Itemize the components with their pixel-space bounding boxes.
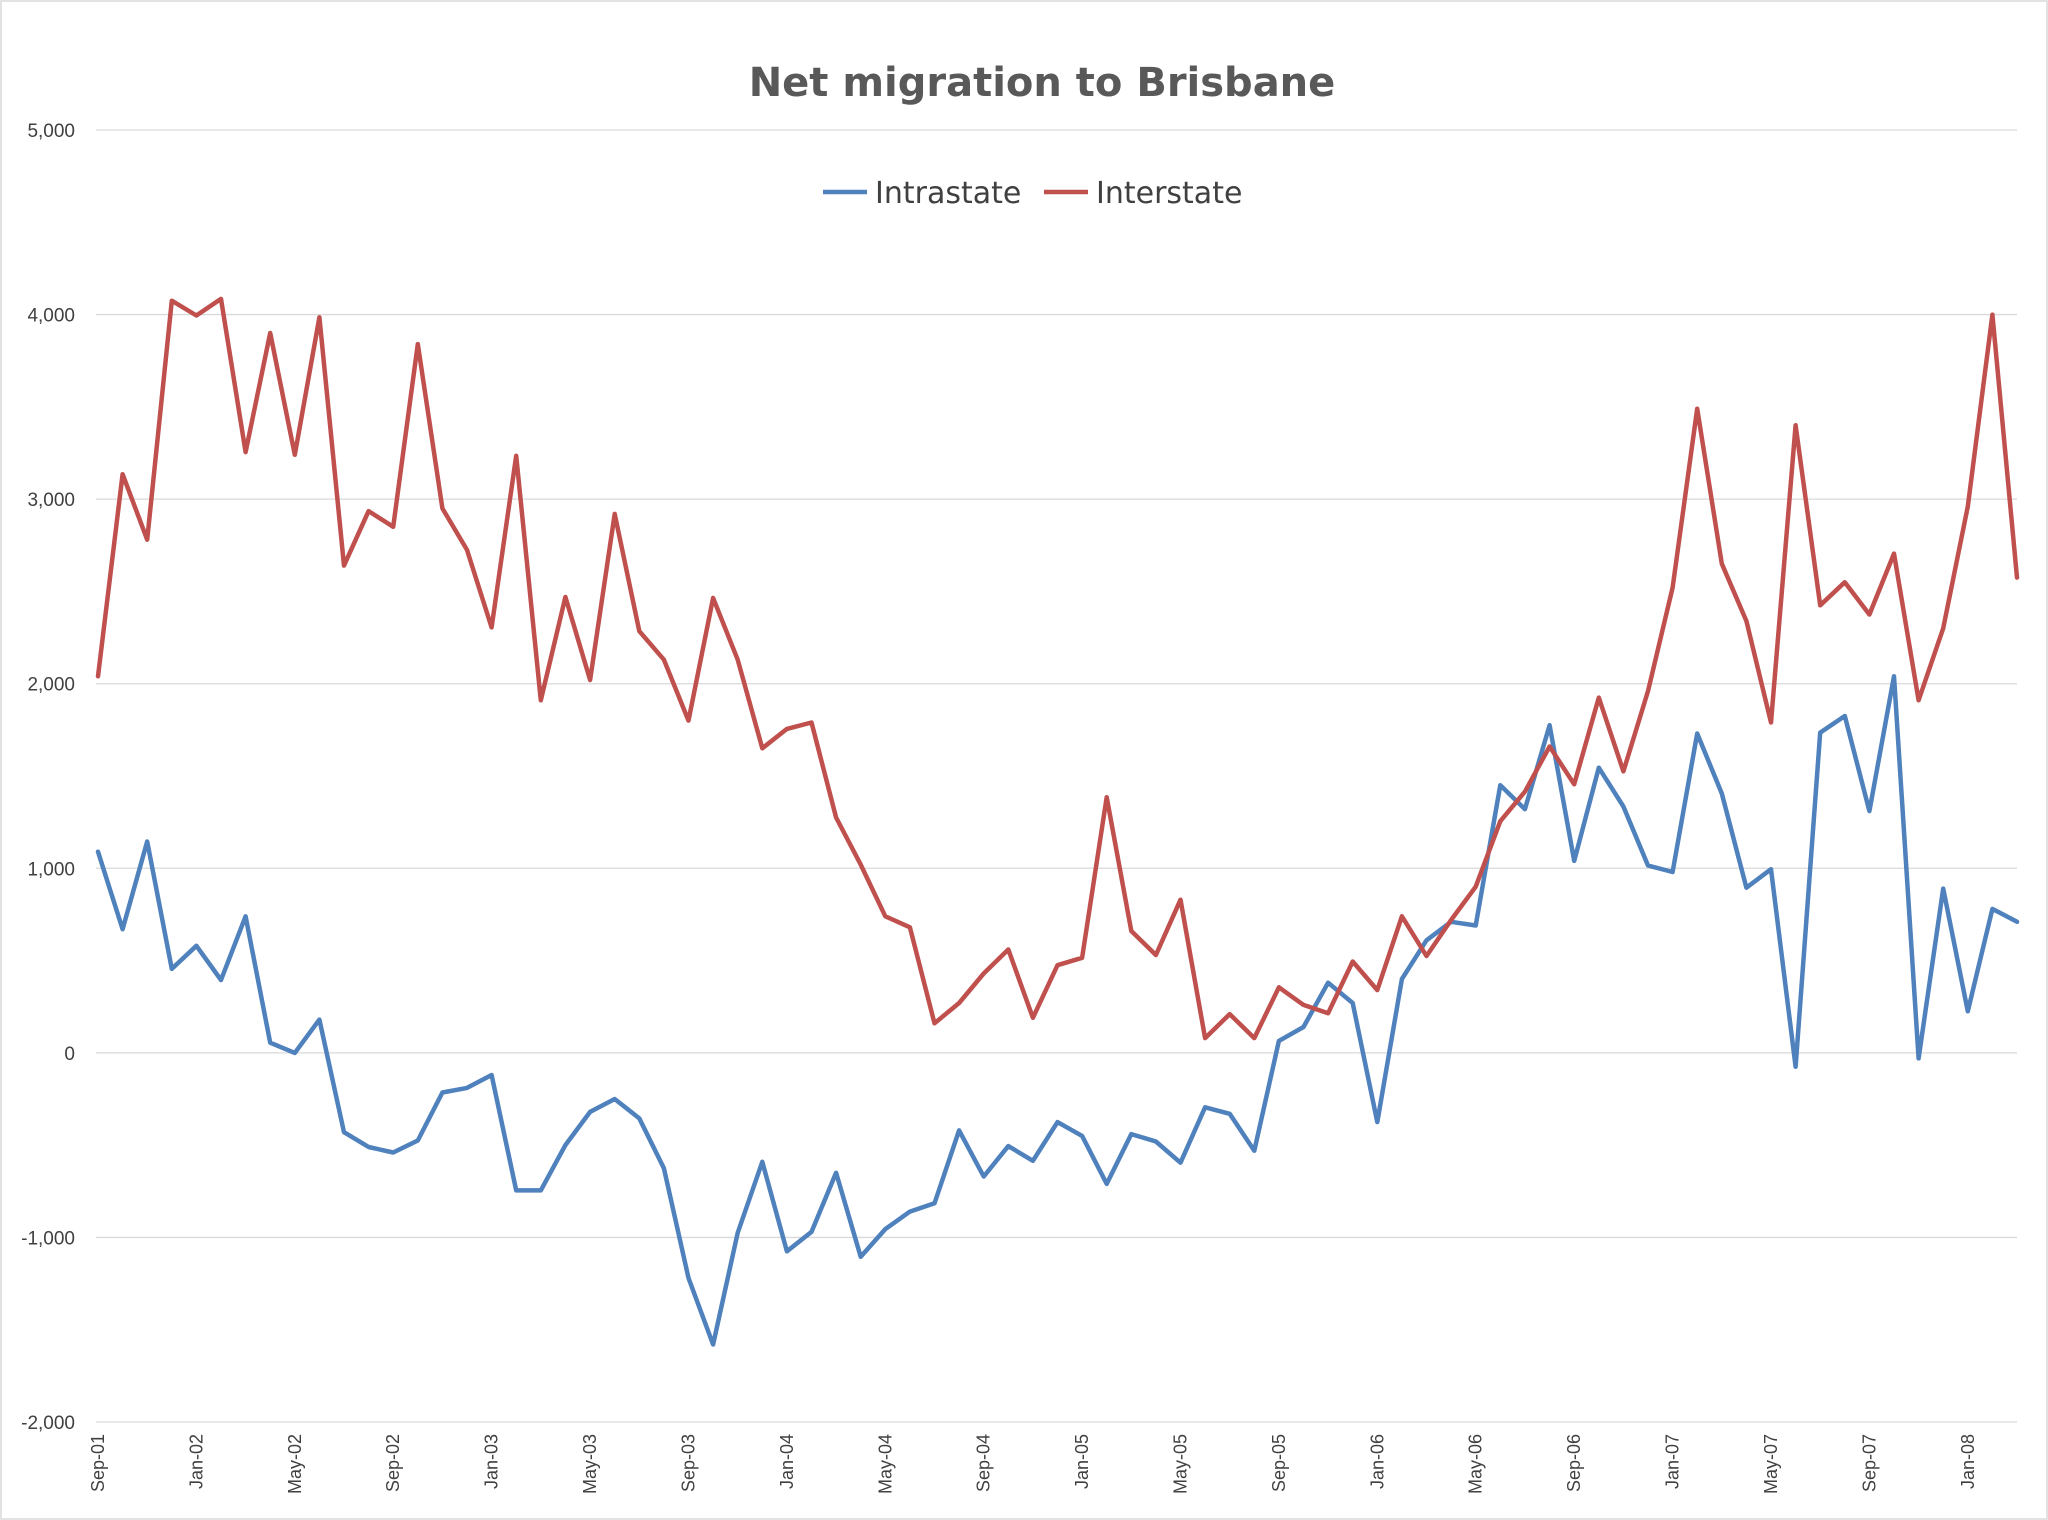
x-tick-label: Sep-03 — [678, 1434, 698, 1492]
y-tick-label: 2,000 — [27, 675, 75, 696]
series-interstate — [95, 296, 2020, 1041]
gridlines — [96, 129, 2017, 1423]
x-tick-label: May-06 — [1466, 1434, 1486, 1494]
x-tick-label: May-05 — [1171, 1434, 1191, 1494]
x-tick-label: Sep-05 — [1269, 1434, 1289, 1492]
y-tick-label: -1,000 — [21, 1228, 75, 1249]
x-tick-label: Sep-04 — [974, 1434, 994, 1492]
series-line-intrastate — [95, 674, 2020, 1347]
x-tick-label: May-03 — [580, 1434, 600, 1494]
x-tick-label: Jan-07 — [1663, 1434, 1683, 1489]
y-tick-label: 4,000 — [27, 306, 75, 327]
y-axis-ticks: 5,000 4,000 3,000 2,000 1,000 0 -1,000 -2,000 — [21, 121, 75, 1434]
y-tick-label: 3,000 — [27, 490, 75, 511]
series-intrastate — [95, 674, 2020, 1347]
x-tick-label: May-02 — [285, 1434, 305, 1494]
chart-title: Net migration to Brisbane — [749, 60, 1336, 106]
x-tick-label: Jan-08 — [1958, 1434, 1978, 1489]
x-tick-label: Sep-06 — [1564, 1434, 1584, 1492]
x-tick-label: Jan-03 — [482, 1434, 502, 1489]
x-tick-label: May-04 — [875, 1434, 895, 1494]
legend-label-intrastate: Intrastate — [875, 176, 1021, 211]
x-tick-label: Sep-02 — [383, 1434, 403, 1492]
y-tick-label: -2,000 — [21, 1413, 75, 1434]
legend: Intrastate Interstate — [823, 176, 1242, 211]
x-tick-label: Jan-05 — [1072, 1434, 1092, 1489]
y-tick-label: 5,000 — [27, 121, 75, 142]
series-lines — [95, 296, 2020, 1347]
legend-label-interstate: Interstate — [1096, 176, 1242, 211]
x-tick-label: Sep-01 — [88, 1434, 108, 1492]
x-tick-label: Jan-04 — [777, 1434, 797, 1489]
x-tick-label: Jan-06 — [1367, 1434, 1387, 1489]
y-tick-label: 1,000 — [27, 859, 75, 880]
x-tick-label: May-07 — [1761, 1434, 1781, 1494]
x-tick-label: Jan-02 — [186, 1434, 206, 1489]
x-tick-label: Sep-07 — [1859, 1434, 1879, 1492]
x-axis-ticks: Sep-01 Jan-02 May-02 Sep-02 Jan-03 May-03 Sep-… — [88, 1434, 1978, 1494]
y-tick-label: 0 — [64, 1044, 75, 1065]
series-line-interstate — [95, 296, 2020, 1041]
